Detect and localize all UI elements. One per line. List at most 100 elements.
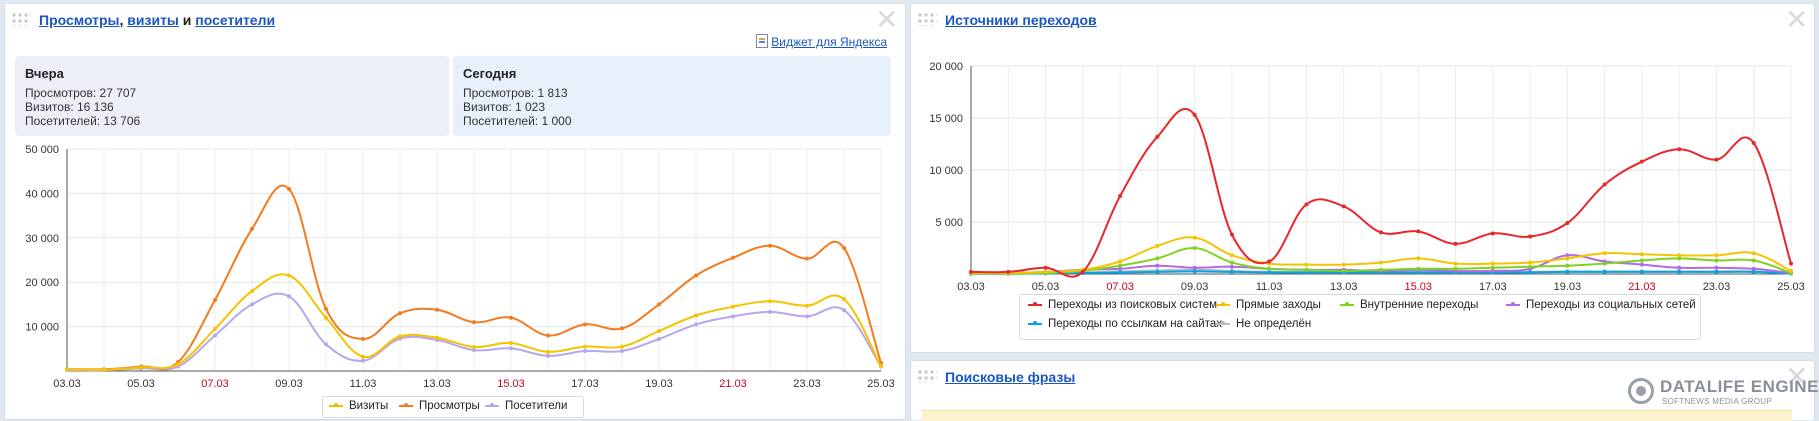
data-point[interactable] xyxy=(1192,112,1197,117)
data-point[interactable] xyxy=(324,315,328,320)
data-point[interactable] xyxy=(657,302,661,307)
drag-handle-icon[interactable] xyxy=(917,12,937,26)
data-point[interactable] xyxy=(768,243,772,248)
data-point[interactable] xyxy=(1379,260,1383,265)
data-point[interactable] xyxy=(1192,265,1197,270)
views-link[interactable]: Просмотры xyxy=(39,12,120,28)
data-point[interactable] xyxy=(1155,243,1160,248)
data-point[interactable] xyxy=(1639,159,1644,164)
data-point[interactable] xyxy=(1267,266,1272,271)
legend-item[interactable]: Визиты xyxy=(329,400,388,412)
data-point[interactable] xyxy=(1229,260,1234,265)
data-point[interactable] xyxy=(1751,140,1756,145)
data-point[interactable] xyxy=(1192,235,1197,240)
data-point[interactable] xyxy=(1602,182,1607,187)
data-point[interactable] xyxy=(657,329,661,334)
data-point[interactable] xyxy=(1490,261,1495,266)
data-point[interactable] xyxy=(1789,261,1793,266)
data-point[interactable] xyxy=(398,311,402,316)
data-point[interactable] xyxy=(583,344,587,349)
data-point[interactable] xyxy=(1714,265,1719,270)
data-point[interactable] xyxy=(1453,241,1458,246)
data-point[interactable] xyxy=(509,346,513,351)
data-point[interactable] xyxy=(842,246,846,251)
data-point[interactable] xyxy=(1043,269,1048,274)
legend-item[interactable]: Прямые заходы xyxy=(1216,299,1321,311)
data-point[interactable] xyxy=(1565,269,1570,274)
data-point[interactable] xyxy=(472,345,476,350)
data-point[interactable] xyxy=(1528,264,1533,269)
data-point[interactable] xyxy=(139,365,143,370)
data-point[interactable] xyxy=(546,349,550,354)
close-icon[interactable]: ✕ xyxy=(875,4,899,35)
data-point[interactable] xyxy=(1118,259,1123,264)
data-point[interactable] xyxy=(1490,231,1495,236)
data-point[interactable] xyxy=(620,326,624,331)
data-point[interactable] xyxy=(361,354,365,359)
data-point[interactable] xyxy=(546,353,550,358)
data-point[interactable] xyxy=(287,186,291,191)
data-point[interactable] xyxy=(731,255,735,260)
data-point[interactable] xyxy=(842,297,846,302)
data-point[interactable] xyxy=(1714,253,1719,258)
data-point[interactable] xyxy=(250,302,254,307)
data-point[interactable] xyxy=(1751,266,1756,271)
data-point[interactable] xyxy=(324,306,328,311)
data-point[interactable] xyxy=(287,273,291,278)
data-point[interactable] xyxy=(472,320,476,325)
data-point[interactable] xyxy=(879,364,883,369)
data-point[interactable] xyxy=(1565,263,1570,268)
data-point[interactable] xyxy=(1677,147,1682,152)
data-point[interactable] xyxy=(620,344,624,349)
data-point[interactable] xyxy=(842,308,846,313)
data-point[interactable] xyxy=(1379,267,1383,272)
data-point[interactable] xyxy=(361,358,365,363)
data-point[interactable] xyxy=(435,307,439,312)
data-point[interactable] xyxy=(509,341,513,346)
data-point[interactable] xyxy=(65,367,69,372)
legend-item[interactable]: Переходы из социальных сетей xyxy=(1506,299,1696,311)
data-point[interactable] xyxy=(1192,246,1197,250)
data-point[interactable] xyxy=(1118,194,1123,198)
data-point[interactable] xyxy=(472,348,476,353)
data-point[interactable] xyxy=(1528,234,1533,239)
data-point[interactable] xyxy=(1416,266,1421,271)
data-point[interactable] xyxy=(583,322,587,327)
data-point[interactable] xyxy=(546,333,550,338)
data-point[interactable] xyxy=(1304,262,1309,267)
legend-item[interactable]: Переходы по ссылкам на сайтах xyxy=(1028,318,1222,330)
data-point[interactable] xyxy=(731,304,735,309)
data-point[interactable] xyxy=(805,314,809,319)
drag-handle-icon[interactable] xyxy=(11,12,31,26)
data-point[interactable] xyxy=(1267,259,1272,264)
visitors-link[interactable]: посетители xyxy=(195,12,276,28)
data-point[interactable] xyxy=(1677,253,1682,258)
data-point[interactable] xyxy=(1565,253,1570,258)
data-point[interactable] xyxy=(657,337,661,342)
legend-item[interactable]: Не определён xyxy=(1216,318,1311,330)
data-point[interactable] xyxy=(1714,269,1719,274)
data-point[interactable] xyxy=(805,256,809,261)
data-point[interactable] xyxy=(1677,265,1682,270)
data-point[interactable] xyxy=(1602,261,1607,266)
data-point[interactable] xyxy=(1155,263,1160,268)
data-point[interactable] xyxy=(694,322,698,327)
data-point[interactable] xyxy=(1639,269,1644,274)
data-point[interactable] xyxy=(694,313,698,318)
data-point[interactable] xyxy=(1453,266,1458,271)
data-point[interactable] xyxy=(1155,134,1160,139)
data-point[interactable] xyxy=(1341,268,1346,273)
legend-item[interactable]: Посетители xyxy=(485,400,567,412)
visits-link[interactable]: визиты xyxy=(127,12,179,28)
close-icon[interactable]: ✕ xyxy=(1785,361,1809,392)
data-point[interactable] xyxy=(1118,270,1123,275)
data-point[interactable] xyxy=(768,309,772,314)
data-point[interactable] xyxy=(1341,262,1346,267)
data-point[interactable] xyxy=(1267,270,1272,275)
search-phrases-link[interactable]: Поисковые фразы xyxy=(945,369,1076,385)
data-point[interactable] xyxy=(1751,269,1756,274)
data-point[interactable] xyxy=(1379,230,1383,235)
data-point[interactable] xyxy=(1602,251,1607,256)
data-point[interactable] xyxy=(583,349,587,354)
data-point[interactable] xyxy=(1751,258,1756,263)
